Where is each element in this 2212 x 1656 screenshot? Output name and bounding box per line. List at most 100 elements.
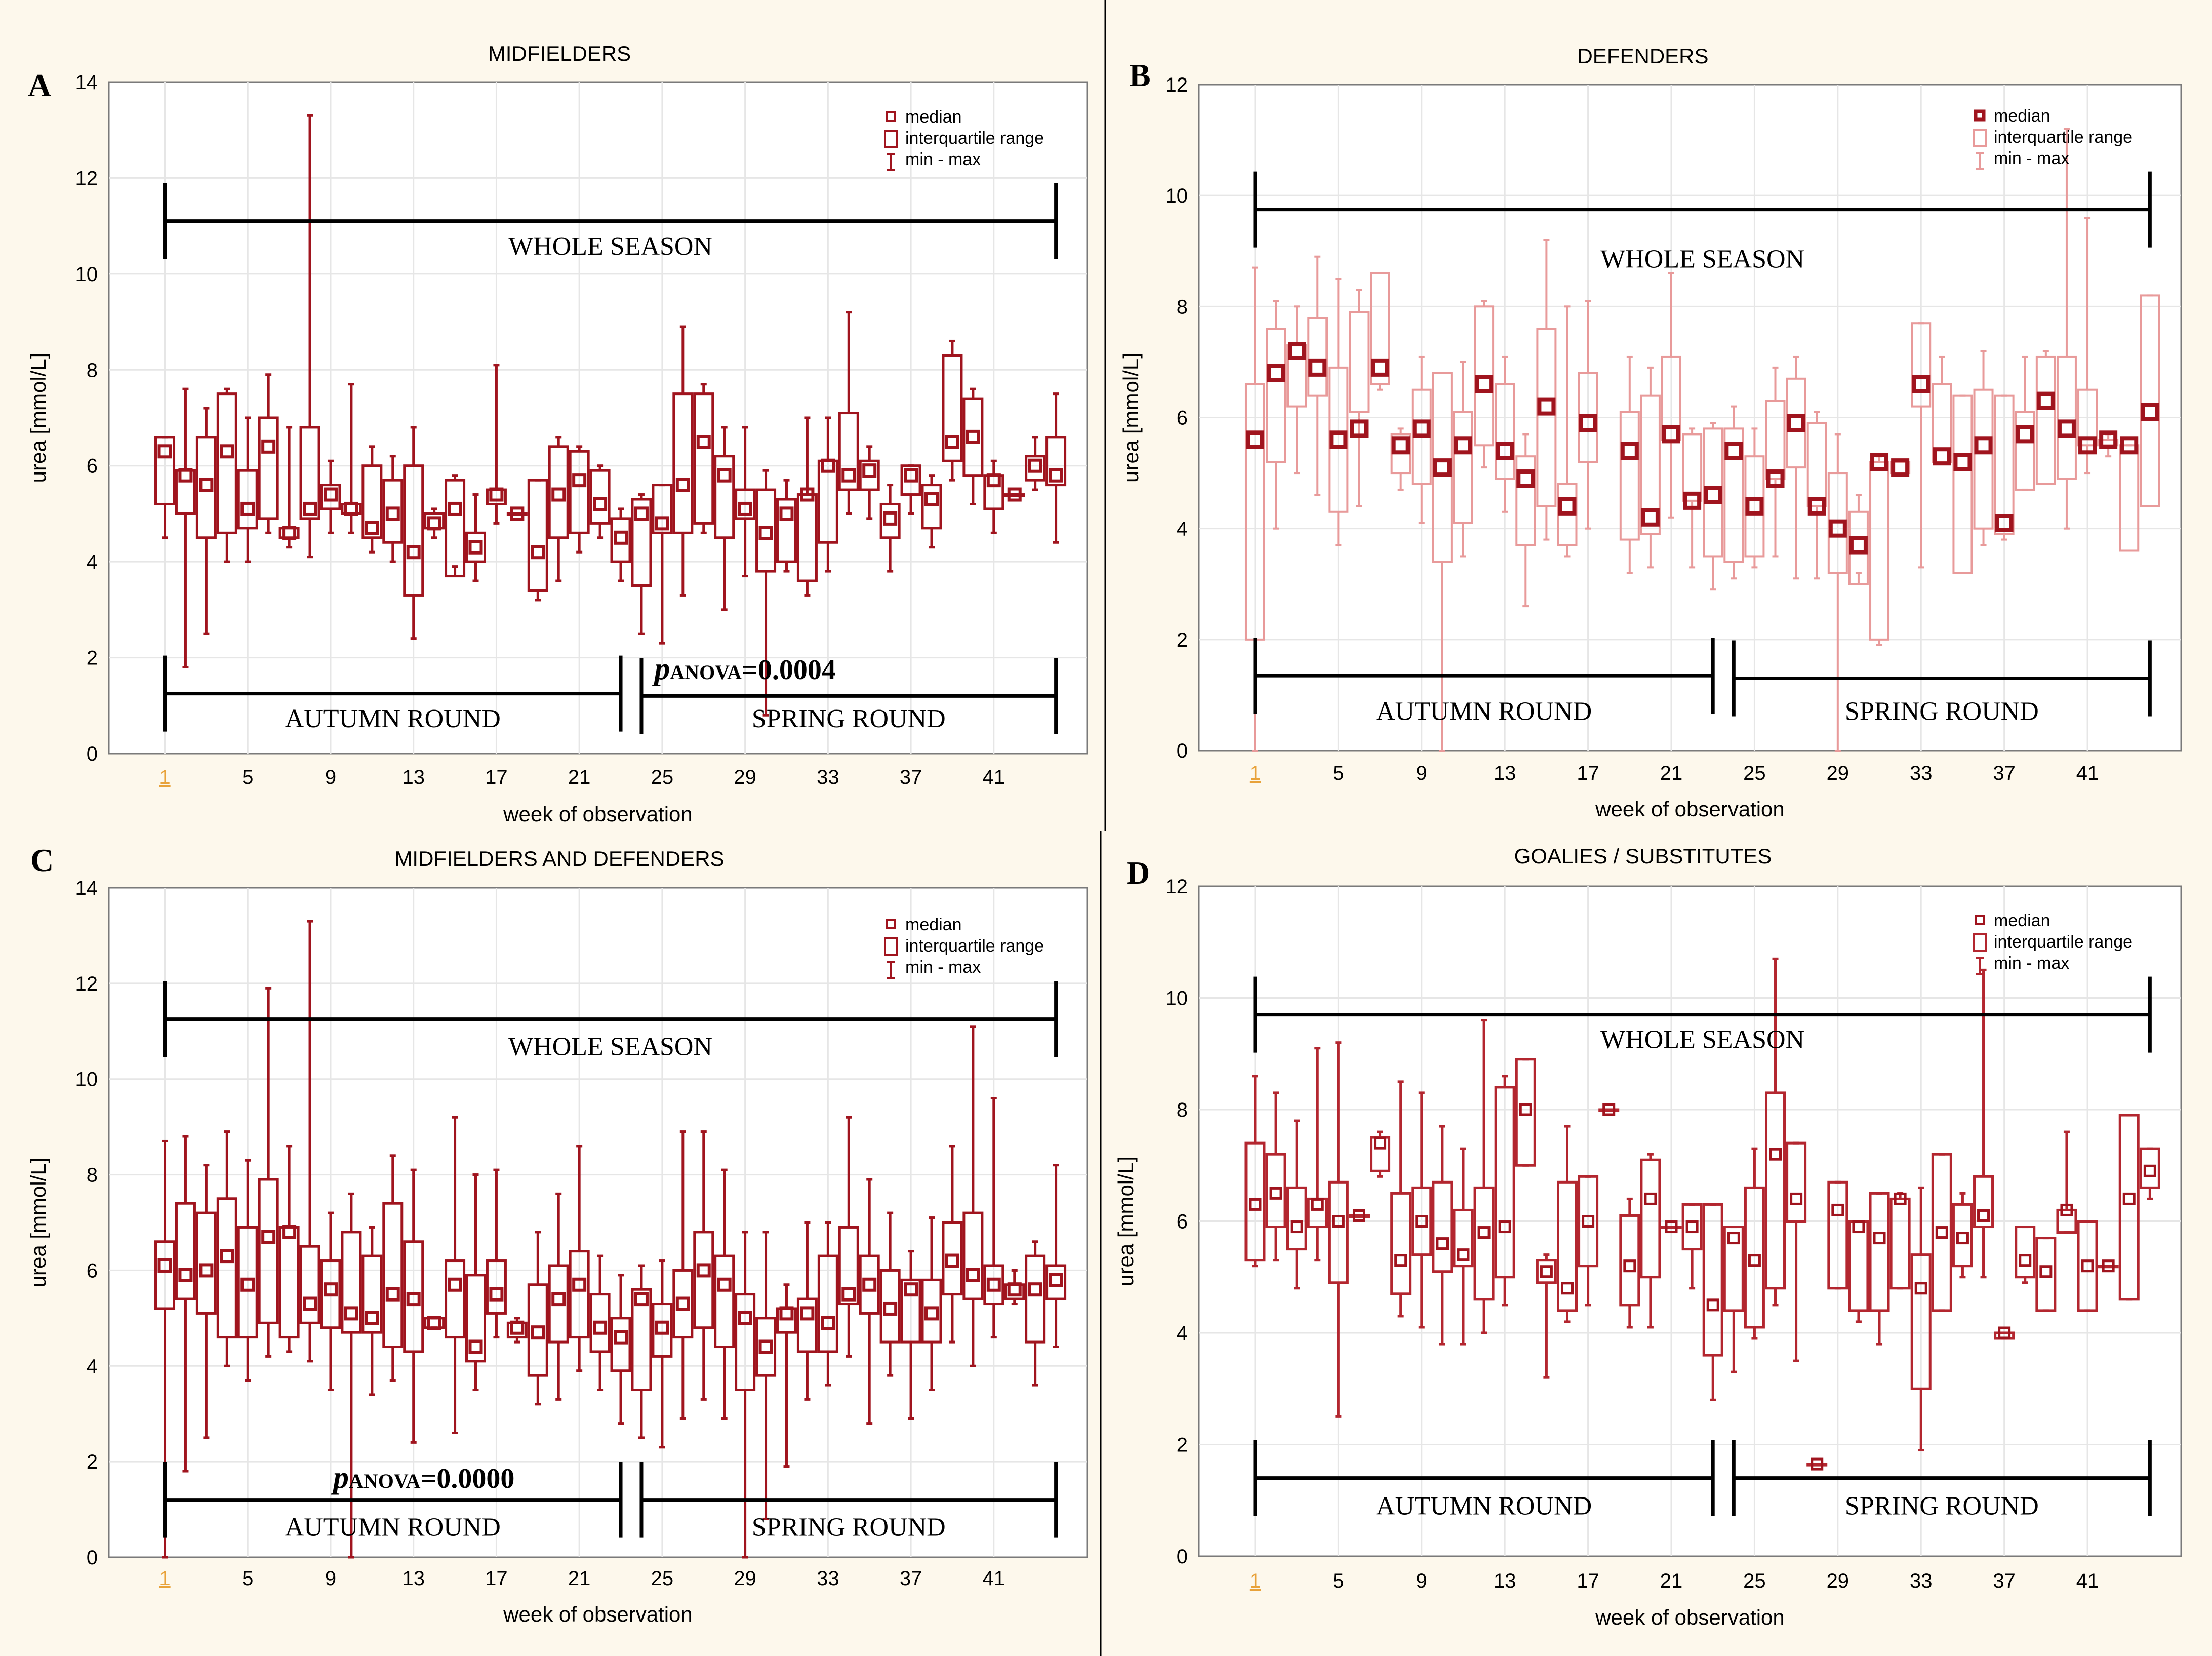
median-marker: [1998, 1326, 2011, 1339]
box-week-35: [859, 445, 880, 520]
iqr-box: [1952, 1203, 1973, 1268]
iqr-box: [2077, 388, 2098, 447]
whole-season-bracket: WHOLE SEASON: [163, 183, 1058, 261]
iqr-box: [714, 1254, 735, 1349]
box-week-44: [2139, 1147, 2160, 1200]
iqr-box: [299, 426, 320, 520]
iqr-box: [2035, 355, 2056, 485]
iqr-box: [589, 469, 611, 525]
median-marker: [365, 1311, 379, 1325]
median-marker: [489, 487, 504, 502]
box-week-16: [1557, 305, 1578, 558]
legend: median interquartile range min - max: [884, 915, 1044, 979]
iqr-box: [216, 392, 237, 534]
legend-median-label: median: [1994, 911, 2050, 930]
box-week-4: [1307, 1047, 1328, 1262]
median-marker: [696, 1263, 711, 1278]
box-week-24: [631, 493, 652, 635]
box-week-33: [1910, 1186, 1932, 1452]
box-week-3: [1286, 305, 1307, 475]
iqr-box: [2077, 1220, 2098, 1312]
box-week-23: [610, 507, 631, 582]
median-marker: [675, 1296, 690, 1311]
box-week-11: [1453, 361, 1473, 558]
box-week-3: [195, 1164, 217, 1439]
plot-area: [108, 81, 1088, 755]
median-marker: [717, 468, 732, 483]
x-tick-label: 13: [402, 766, 425, 788]
box-week-17: [1578, 300, 1598, 530]
panel-title: MIDFIELDERS: [488, 42, 631, 65]
box-week-27: [1786, 355, 1806, 580]
median-marker: [344, 1306, 358, 1321]
x-tick-label: 13: [402, 1567, 425, 1590]
iqr-box: [527, 1283, 548, 1377]
y-tick-label: 2: [87, 1451, 98, 1473]
box-week-13: [1495, 355, 1515, 513]
median-marker: [489, 1287, 504, 1302]
iqr-box: [1723, 427, 1744, 563]
x-axis-title: week of observation: [1595, 1605, 1785, 1629]
legend: median interquartile range min - max: [884, 107, 1044, 171]
iqr-box: [403, 464, 424, 597]
iqr-box: [548, 1264, 569, 1344]
y-tick-label: 6: [1177, 1211, 1188, 1233]
whole-season-bracket: WHOLE SEASON: [1253, 171, 2152, 274]
y-tick-label: 8: [87, 359, 98, 381]
box-week-30: [755, 1231, 777, 1520]
iqr-box: [382, 1202, 404, 1349]
x-tick-label: 21: [568, 1567, 591, 1590]
iqr-box: [1494, 1086, 1515, 1279]
box-week-9: [320, 1211, 341, 1391]
median-marker: [1028, 1282, 1042, 1297]
median-marker: [1475, 375, 1494, 393]
median-marker: [634, 506, 649, 521]
median-marker: [199, 478, 214, 492]
median-marker: [1579, 414, 1597, 432]
box-week-5: [1328, 1041, 1349, 1418]
x-tick-label: 5: [242, 766, 253, 788]
iqr-box: [672, 392, 694, 534]
box-week-38: [921, 474, 942, 549]
median-marker: [1852, 1220, 1865, 1234]
median-marker: [448, 501, 462, 516]
whole-season-bracket-label: WHOLE SEASON: [508, 232, 712, 261]
iqr-box: [1266, 328, 1286, 463]
box-week-18: [506, 506, 528, 521]
median-marker: [1873, 1232, 1886, 1245]
box-week-35: [859, 1178, 880, 1425]
spring-round-bracket: SPRING ROUND: [639, 1462, 1058, 1542]
median-marker: [2099, 430, 2118, 449]
median-marker: [2141, 403, 2159, 421]
iqr-box: [672, 1269, 694, 1339]
median-marker: [2122, 1192, 2136, 1205]
median-marker: [2078, 436, 2097, 455]
median-marker: [1049, 1273, 1063, 1287]
box-week-32: [796, 416, 818, 597]
x-tick-label: 25: [651, 766, 674, 788]
iqr-box: [879, 502, 901, 539]
median-marker: [1662, 425, 1681, 444]
x-tick-label: 21: [1660, 1570, 1683, 1592]
box-week-23: [1703, 422, 1723, 591]
iqr-box: [2056, 355, 2077, 480]
panel-title: GOALIES / SUBSTITUTES: [1514, 844, 1772, 868]
x-tick-label: 37: [900, 1567, 922, 1590]
median-marker: [510, 1320, 525, 1335]
box-week-41: [2077, 217, 2098, 475]
x-tick-label: 41: [983, 766, 1006, 788]
legend-iqr-icon: [884, 130, 898, 148]
median-marker: [1870, 453, 1889, 471]
median-marker: [966, 429, 980, 444]
iqr-box: [693, 392, 714, 525]
box-week-11: [361, 445, 383, 554]
y-tick-label: 14: [75, 71, 98, 94]
box-week-23: [610, 1274, 631, 1425]
iqr-box: [755, 488, 777, 573]
y-tick-label: 10: [1165, 185, 1188, 207]
box-week-18: [1598, 1103, 1620, 1116]
legend-range-label: min - max: [905, 150, 981, 169]
box-week-16: [465, 493, 486, 582]
box-week-10: [1432, 1125, 1453, 1346]
